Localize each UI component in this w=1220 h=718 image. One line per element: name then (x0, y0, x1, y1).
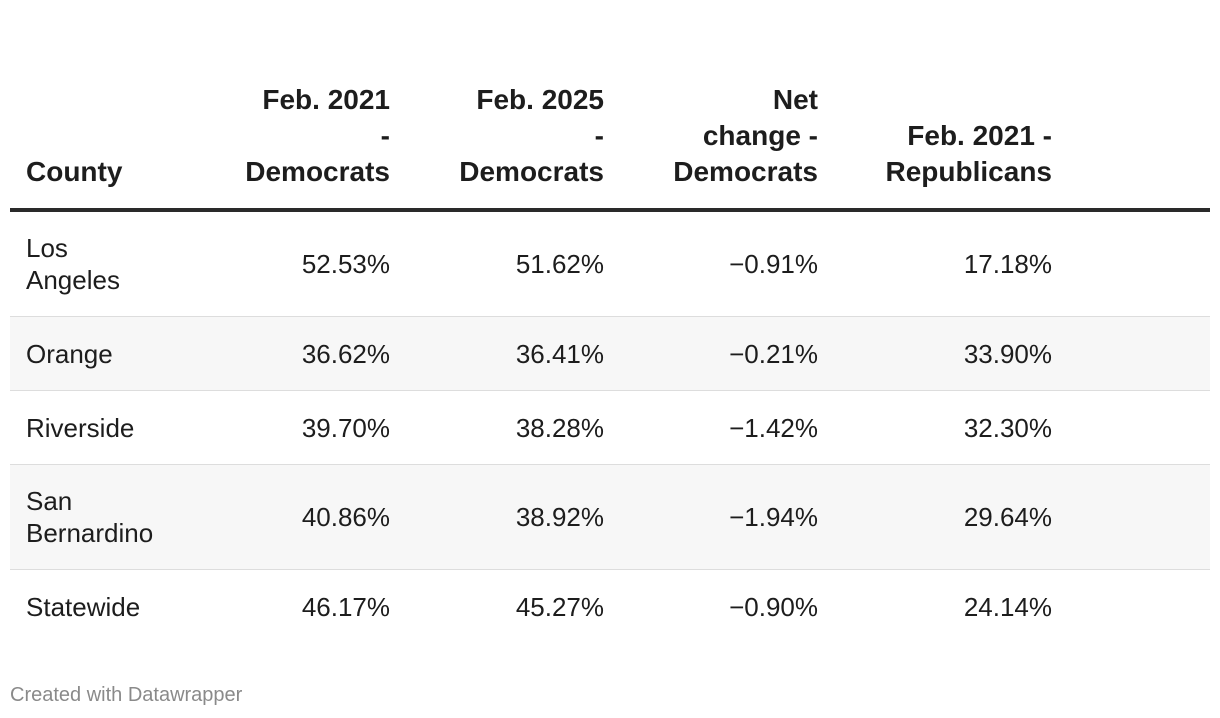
credit-footer: Created with Datawrapper (10, 684, 243, 706)
value-cell: −1.42% (604, 390, 818, 465)
county-name-line: Los (26, 233, 68, 263)
value-cell: −0.90% (729, 591, 818, 622)
value-cell: 39.70% (210, 390, 390, 465)
value-cell: 46.17% (301, 591, 390, 622)
value-cell: 30 (1052, 464, 1210, 570)
column-header-line: - (594, 120, 604, 151)
column-header-4: Feb. 2021 - Republicans (818, 0, 1052, 212)
value-cell: 51.62% (390, 210, 604, 317)
value-cell: 17.18% (818, 210, 1052, 317)
value-cell: 40.86% (210, 464, 390, 570)
county-cell: San Bernardino (10, 464, 210, 570)
value-cell: 52.53% (210, 210, 390, 317)
county-name-line: Riverside (26, 412, 135, 443)
column-header-5: Feb. 2025 -Republicans (1052, 0, 1210, 212)
value-cell: −0.21% (604, 316, 818, 391)
value-cell: 36.62% (210, 316, 390, 391)
column-header-line: County (26, 156, 123, 187)
column-header-line: Feb. 2025 (476, 84, 604, 115)
table-row: Statewide 46.17% 45.27% −0.90% 24.14%25 (10, 570, 1210, 644)
table-body: LosAngeles52.53%51.62%−0.91%17.18%18Oran… (10, 210, 1210, 643)
column-header-line: Net (772, 84, 818, 115)
county-name-line: San (26, 486, 73, 516)
value-cell: 32 (1052, 390, 1210, 465)
county-name-line: Angeles (26, 265, 120, 295)
value-cell: 18 (1052, 210, 1210, 317)
county-cell: Riverside (10, 390, 210, 465)
column-header-line: - (380, 120, 390, 151)
column-header-county: County (10, 0, 210, 212)
value-cell: 45.27% (515, 591, 604, 622)
column-header-line: Republicans (1052, 154, 1210, 190)
county-cell: Statewide (10, 570, 210, 644)
county-cell: Los Angeles (10, 210, 210, 317)
column-header-line: Republicans (885, 156, 1052, 187)
value-cell: 36.41% (390, 316, 604, 391)
column-header-3: Net change - Democrats (604, 0, 818, 212)
table-container: County Feb. 2021 - Democrats Feb. 2025 - Democ… (10, 0, 1210, 643)
value-cell: 32.30% (818, 390, 1052, 465)
county-name-line: Statewide (26, 591, 141, 622)
table-row: Riverside 39.70%38.28%−1.42%32.30%32 (10, 390, 1210, 465)
table-row: Orange 36.62%36.41%−0.21%33.90%34 (10, 316, 1210, 391)
column-header-line: Democrats (459, 156, 604, 187)
header-row: County Feb. 2021 - Democrats Feb. 2025 - Democ… (10, 0, 1210, 212)
column-header-line: Democrats (245, 156, 390, 187)
column-header-line: Democrats (673, 156, 818, 187)
value-cell: 29.64% (818, 464, 1052, 570)
county-name-line: Bernardino (26, 518, 154, 548)
column-header-1: Feb. 2021 - Democrats (210, 0, 390, 212)
value-cell: −1.94% (604, 464, 818, 570)
value-cell: 24.14% (963, 591, 1052, 622)
value-cell: 33.90% (818, 316, 1052, 391)
value-cell: −0.91% (604, 210, 818, 317)
column-header-line: change - (702, 120, 818, 151)
column-header-line: Feb. 2025 - (1052, 118, 1210, 154)
value-cell: 25 (1052, 570, 1210, 644)
value-cell: 38.28% (390, 390, 604, 465)
value-cell: 38.92% (390, 464, 604, 570)
column-header-2: Feb. 2025 - Democrats (390, 0, 604, 212)
data-table: County Feb. 2021 - Democrats Feb. 2025 - Democ… (10, 0, 1210, 643)
column-header-line: Feb. 2021 - (907, 120, 1052, 151)
county-cell: Orange (10, 316, 210, 391)
value-cell: 34 (1052, 316, 1210, 391)
county-name-line: Orange (26, 338, 113, 369)
column-header-line: Feb. 2021 (262, 84, 390, 115)
